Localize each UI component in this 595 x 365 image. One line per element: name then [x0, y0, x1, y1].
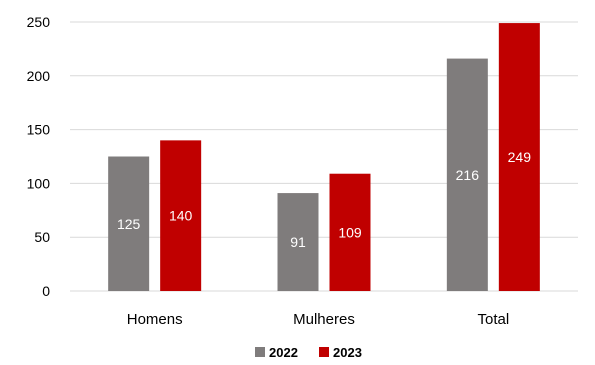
legend-label-2022: 2022 — [269, 345, 298, 360]
data-label-2022-homens: 125 — [117, 216, 141, 232]
bar-2022-homens — [108, 156, 150, 291]
category-label-total: Total — [477, 311, 509, 328]
bars — [108, 23, 540, 292]
bar-2023-homens — [160, 140, 202, 291]
y-tick-label: 100 — [27, 175, 51, 191]
y-tick-label: 250 — [27, 14, 51, 30]
data-label-2022-total: 216 — [456, 167, 480, 183]
data-labels: 125 140 91 109 216 249 — [117, 149, 531, 250]
y-tick-label: 200 — [27, 68, 51, 84]
data-label-2022-mulheres: 91 — [290, 234, 306, 250]
bar-2022-mulheres — [277, 193, 319, 291]
bar-2023-total — [498, 23, 540, 292]
data-label-2023-total: 249 — [508, 149, 532, 165]
y-axis-ticks: 0 50 100 150 200 250 — [27, 14, 51, 299]
gridlines — [70, 21, 578, 292]
legend: 2022 2023 — [255, 345, 362, 360]
legend-swatch-2023 — [319, 347, 329, 357]
data-label-2023-mulheres: 109 — [338, 224, 362, 240]
data-label-2023-homens: 140 — [169, 208, 193, 224]
category-label-homens: Homens — [127, 311, 183, 328]
category-label-mulheres: Mulheres — [293, 311, 355, 328]
legend-swatch-2022 — [255, 347, 265, 357]
legend-label-2023: 2023 — [333, 345, 362, 360]
y-tick-label: 150 — [27, 122, 51, 138]
x-axis-categories: Homens Mulheres Total — [127, 311, 509, 328]
y-tick-label: 50 — [34, 229, 50, 245]
y-tick-label: 0 — [42, 283, 50, 299]
bar-2022-total — [446, 58, 488, 291]
bar-2023-mulheres — [329, 173, 371, 291]
